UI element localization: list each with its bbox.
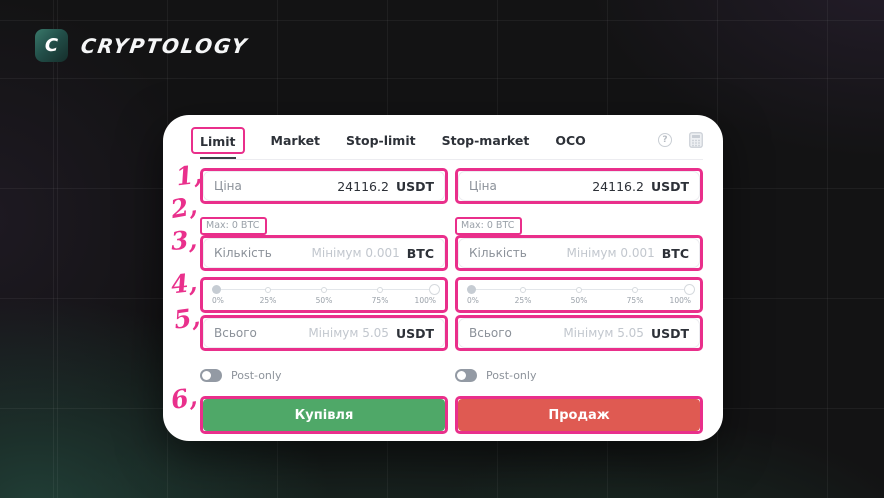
price-input-sell[interactable]: Ціна 24116.2 USDT [458, 171, 700, 201]
slider-step-100[interactable] [684, 284, 695, 295]
annotation-number-6: 6, [168, 381, 200, 416]
annotation-box-quantity-buy: Кількість Мінімум 0.001 BTC [200, 235, 448, 271]
price-unit: USDT [650, 178, 689, 194]
slider-tick-label: 75% [626, 296, 644, 305]
total-label: Всього [469, 326, 512, 340]
slider-step-100[interactable] [429, 284, 440, 295]
calculator-icon[interactable] [689, 132, 703, 148]
annotation-number-3: 3, [170, 225, 199, 256]
quantity-input-buy[interactable]: Кількість Мінімум 0.001 BTC [203, 238, 445, 268]
slider-tick-label: 25% [259, 296, 277, 305]
total-placeholder: Мінімум 5.05 [563, 326, 644, 340]
post-only-toggle-sell[interactable] [455, 369, 477, 382]
annotation-number-1: 1, [174, 159, 204, 192]
total-input-buy[interactable]: Всього Мінімум 5.05 USDT [203, 318, 445, 348]
post-only-label: Post-only [231, 369, 282, 382]
tab-market[interactable]: Market [270, 132, 321, 148]
slider-tick-label: 0% [467, 296, 479, 305]
slider-step-75[interactable] [632, 286, 638, 293]
price-value: 24116.2 [337, 178, 389, 194]
tab-limit[interactable]: Limit [200, 133, 236, 149]
price-label: Ціна [469, 179, 497, 193]
total-unit: USDT [395, 325, 434, 341]
slider-tick-label: 25% [514, 296, 532, 305]
annotation-box-buy-button: Купівля [200, 396, 448, 434]
amount-slider-buy[interactable]: 0% 25% 50% 75% 100% [203, 280, 445, 310]
slider-tick-label: 100% [669, 296, 691, 305]
quantity-input-sell[interactable]: Кількість Мінімум 0.001 BTC [458, 238, 700, 268]
post-only-toggle-buy[interactable] [200, 369, 222, 382]
slider-tick-label: 100% [414, 296, 436, 305]
quantity-placeholder: Мінімум 0.001 [311, 246, 400, 260]
quantity-label: Кількість [469, 246, 527, 260]
slider-step-25[interactable] [265, 286, 271, 293]
annotation-box-slider-buy: 0% 25% 50% 75% 100% [200, 277, 448, 313]
tab-stop-limit[interactable]: Stop-limit [346, 132, 416, 148]
quantity-label: Кількість [214, 246, 272, 260]
annotation-box-slider-sell: 0% 25% 50% 75% 100% [455, 277, 703, 313]
annotation-box-total-buy: Всього Мінімум 5.05 USDT [200, 315, 448, 351]
help-icon[interactable]: ? [658, 133, 672, 147]
brand-logo: C CRYPTOLOGY [35, 29, 250, 62]
price-value: 24116.2 [592, 178, 644, 194]
post-only-label: Post-only [486, 369, 537, 382]
slider-step-75[interactable] [377, 286, 383, 293]
tab-oco[interactable]: OCO [555, 132, 586, 148]
annotation-number-2: 2, [168, 190, 200, 225]
annotation-number-4: 4, [169, 267, 199, 300]
tabs-divider [200, 159, 703, 160]
trading-panel: Limit Market Stop-limit Stop-market OCO … [163, 115, 723, 441]
sell-button[interactable]: Продаж [458, 399, 700, 431]
slider-tick-label: 0% [212, 296, 224, 305]
slider-tick-label: 50% [570, 296, 588, 305]
amount-slider-sell[interactable]: 0% 25% 50% 75% 100% [458, 280, 700, 310]
annotation-box-price-sell: Ціна 24116.2 USDT [455, 168, 703, 204]
annotation-number-5: 5, [172, 302, 203, 335]
annotation-box-price-buy: Ціна 24116.2 USDT [200, 168, 448, 204]
quantity-placeholder: Мінімум 0.001 [566, 246, 655, 260]
slider-handle[interactable] [467, 285, 476, 294]
annotation-box-limit-tab: Limit [191, 126, 245, 159]
slider-step-50[interactable] [576, 286, 582, 293]
order-type-tabs: Limit Market Stop-limit Stop-market OCO … [191, 126, 703, 159]
max-available-buy: Max: 0 BTC [200, 217, 268, 235]
quantity-unit: BTC [406, 245, 434, 261]
buy-button[interactable]: Купівля [203, 399, 445, 431]
annotation-box-sell-button: Продаж [455, 396, 703, 434]
tab-stop-market[interactable]: Stop-market [441, 132, 530, 148]
total-unit: USDT [650, 325, 689, 341]
slider-handle[interactable] [212, 285, 221, 294]
quantity-unit: BTC [661, 245, 689, 261]
total-input-sell[interactable]: Всього Мінімум 5.05 USDT [458, 318, 700, 348]
slider-step-25[interactable] [520, 286, 526, 293]
brand-logo-icon: C [35, 29, 68, 62]
total-label: Всього [214, 326, 257, 340]
max-available-sell: Max: 0 BTC [455, 217, 523, 235]
price-unit: USDT [395, 178, 434, 194]
annotation-box-quantity-sell: Кількість Мінімум 0.001 BTC [455, 235, 703, 271]
slider-tick-label: 50% [315, 296, 333, 305]
slider-step-50[interactable] [321, 286, 327, 293]
brand-wordmark: CRYPTOLOGY [79, 33, 250, 58]
annotation-box-total-sell: Всього Мінімум 5.05 USDT [455, 315, 703, 351]
price-label: Ціна [214, 179, 242, 193]
total-placeholder: Мінімум 5.05 [308, 326, 389, 340]
slider-tick-label: 75% [371, 296, 389, 305]
price-input-buy[interactable]: Ціна 24116.2 USDT [203, 171, 445, 201]
